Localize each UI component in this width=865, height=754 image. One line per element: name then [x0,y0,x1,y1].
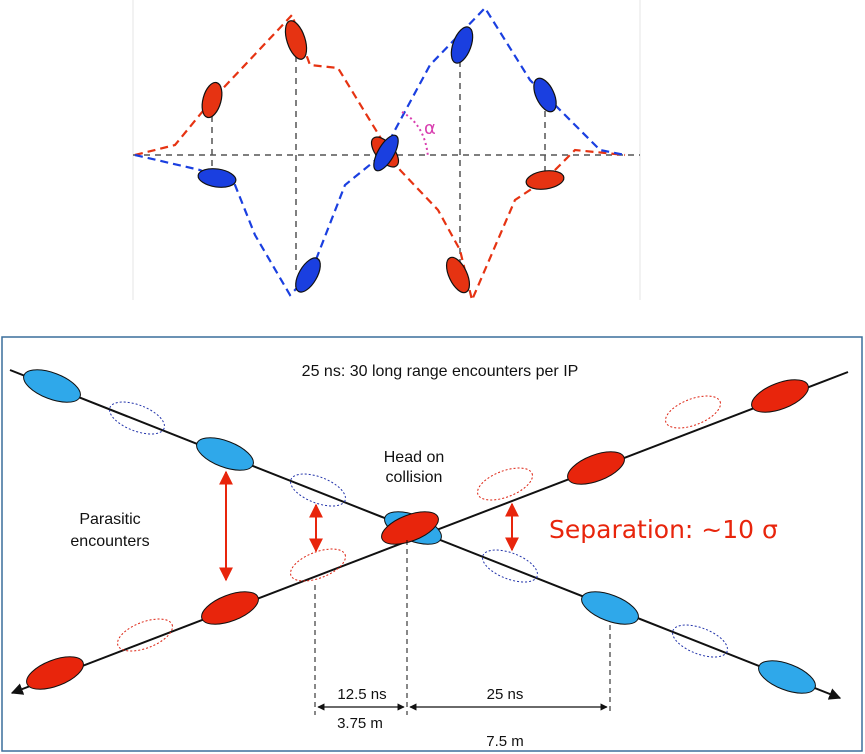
blue-bunch-2 [196,437,254,471]
red-bunch-3 [201,591,259,625]
crossing-angle-arc [401,111,429,158]
separation-arrows [219,470,519,582]
separation-label: Separation: ~10 σ [549,515,778,544]
blue-bunch-top-2 [533,77,557,113]
beam-bunches [23,369,816,694]
ghost-blue-3 [482,549,538,583]
top-bunches [197,20,565,294]
ghost-bunches [109,395,728,658]
head-on-label-line1: Head on [384,449,445,466]
crossing-angle-diagram: α [132,0,641,304]
ghost-red-1 [665,395,721,429]
blue-bunch-4 [758,660,816,694]
parasitic-label-line1: Parasitic [79,511,140,528]
head-on-label-line2: collision [386,469,443,486]
dim-label-3-75-m: 3.75 m [337,715,383,732]
dim-label-25-ns: 25 ns [487,686,524,703]
parasitic-label-line2: encounters [70,533,149,550]
dim-label-12-5-ns: 12.5 ns [337,686,386,703]
long-range-encounters-diagram: 25 ns: 30 long range encounters per IP H… [1,336,863,752]
dimension-guides [314,540,611,715]
ghost-blue-1 [109,401,165,435]
ghost-red-2 [477,467,533,501]
ghost-blue-4 [672,624,728,658]
red-bunch-top-1 [284,20,308,60]
ghost-blue-2 [290,473,346,507]
dim-label-7-5-m: 7.5 m [486,733,524,750]
blue-bunch-3 [581,591,639,625]
ghost-red-4 [117,618,173,652]
red-bunch-top-2 [201,81,223,119]
blue-bunch-center [373,134,399,172]
blue-bunch-1 [23,369,81,403]
red-bunch-bottom-1 [525,170,565,190]
blue-bunch-bottom-2 [295,257,321,293]
blue-bunch-top-1 [450,26,474,64]
red-bunch-1 [751,379,809,413]
blue-bunch-bottom-1 [197,168,237,188]
red-bunch-2 [567,451,625,485]
ghost-red-3 [290,548,346,582]
angle-alpha-label: α [424,118,436,139]
encounters-title: 25 ns: 30 long range encounters per IP [302,363,579,380]
red-bunch-4 [26,656,84,690]
red-bunch-head-on [381,511,439,545]
red-bunch-bottom-2 [445,256,471,294]
